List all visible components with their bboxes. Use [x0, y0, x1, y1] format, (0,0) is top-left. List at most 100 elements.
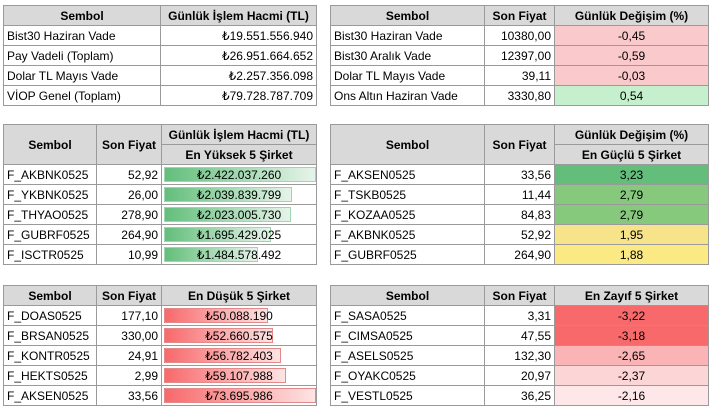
price-cell[interactable]: 39,11	[484, 65, 555, 86]
change-cell[interactable]: -2,65	[554, 345, 709, 366]
symbol-cell[interactable]: F_GUBRF0525	[3, 224, 97, 245]
symbol-cell[interactable]: Bist30 Aralık Vade	[330, 45, 485, 66]
volume-cell[interactable]: ₺2.039.839.799	[161, 184, 317, 205]
table-row: F_HEKTS0525 2,99 ₺59.107.988	[3, 365, 317, 386]
change-cell[interactable]: 1,95	[554, 224, 709, 245]
volume-cell[interactable]: ₺79.728.787.709	[160, 85, 317, 106]
volume-cell[interactable]: ₺2.023.005.730	[161, 204, 317, 225]
symbol-cell[interactable]: F_ASELS0525	[330, 345, 485, 366]
price-cell[interactable]: 132,30	[484, 345, 555, 366]
volume-cell[interactable]: ₺50.088.190	[161, 305, 317, 326]
price-cell[interactable]: 177,10	[96, 305, 162, 326]
subheader: En Güçlü 5 Şirket	[554, 144, 709, 165]
price-cell[interactable]: 20,97	[484, 365, 555, 386]
volume-value: ₺52.660.575	[205, 328, 273, 343]
symbol-cell[interactable]: F_AKBNK0525	[330, 224, 485, 245]
price-cell[interactable]: 84,83	[484, 204, 555, 225]
change-cell[interactable]: 0,54	[554, 85, 709, 106]
change-cell[interactable]: -3,22	[554, 305, 709, 326]
symbol-cell[interactable]: F_HEKTS0525	[3, 365, 97, 386]
change-cell[interactable]: 1,88	[554, 244, 709, 265]
change-cell[interactable]: -0,59	[554, 45, 709, 66]
price-cell[interactable]: 330,00	[96, 325, 162, 346]
data-bar	[164, 207, 291, 222]
price-cell[interactable]: 2,99	[96, 365, 162, 386]
volume-cell[interactable]: ₺59.107.988	[161, 365, 317, 386]
symbol-cell[interactable]: F_BRSAN0525	[3, 325, 97, 346]
table-row: F_GUBRF0525 264,90 1,88	[330, 244, 709, 265]
price-cell[interactable]: 11,44	[484, 184, 555, 205]
symbol-cell[interactable]: F_VESTL0525	[330, 385, 485, 406]
price-cell[interactable]: 278,90	[96, 204, 162, 225]
volume-table: Sembol Günlük İşlem Hacmi (TL) Bist30 Ha…	[3, 5, 317, 106]
price-cell[interactable]: 26,00	[96, 184, 162, 205]
symbol-cell[interactable]: F_YKBNK0525	[3, 184, 97, 205]
price-cell[interactable]: 264,90	[96, 224, 162, 245]
symbol-cell[interactable]: Bist30 Haziran Vade	[3, 25, 161, 46]
symbol-cell[interactable]: F_ISCTR0525	[3, 244, 97, 265]
price-cell[interactable]: 52,92	[96, 164, 162, 185]
price-cell[interactable]: 3,31	[484, 305, 555, 326]
symbol-cell[interactable]: F_CIMSA0525	[330, 325, 485, 346]
symbol-cell[interactable]: F_AKBNK0525	[3, 164, 97, 185]
symbol-cell[interactable]: F_KONTR0525	[3, 345, 97, 366]
table-row: F_GUBRF0525 264,90 ₺1.695.429.025	[3, 224, 317, 245]
change-cell[interactable]: -2,37	[554, 365, 709, 386]
symbol-cell[interactable]: VİOP Genel (Toplam)	[3, 85, 161, 106]
change-cell[interactable]: 2,79	[554, 184, 709, 205]
change-cell[interactable]: 2,79	[554, 204, 709, 225]
data-bar	[164, 328, 273, 343]
volume-cell[interactable]: ₺19.551.556.940	[160, 25, 317, 46]
price-cell[interactable]: 47,55	[484, 325, 555, 346]
price-cell[interactable]: 10380,00	[484, 25, 555, 46]
symbol-cell[interactable]: Ons Altın Haziran Vade	[330, 85, 485, 106]
symbol-cell[interactable]: Dolar TL Mayıs Vade	[3, 65, 161, 86]
data-bar	[164, 227, 271, 242]
change-cell[interactable]: -0,45	[554, 25, 709, 46]
price-cell[interactable]: 36,25	[484, 385, 555, 406]
table-row: F_ASELS0525 132,30 -2,65	[330, 345, 709, 366]
symbol-cell[interactable]: F_AKSEN0525	[330, 164, 485, 185]
price-cell[interactable]: 10,99	[96, 244, 162, 265]
volume-cell[interactable]: ₺2.422.037.260	[161, 164, 317, 185]
symbol-cell[interactable]: F_TSKB0525	[330, 184, 485, 205]
symbol-cell[interactable]: Bist30 Haziran Vade	[330, 25, 485, 46]
change-cell[interactable]: -3,18	[554, 325, 709, 346]
top-volume-table: Sembol Son Fiyat Günlük İşlem Hacmi (TL)…	[3, 124, 317, 265]
volume-cell[interactable]: ₺73.695.986	[161, 385, 317, 406]
symbol-cell[interactable]: F_KOZAA0525	[330, 204, 485, 225]
top-losers-table: Sembol Son Fiyat En Zayıf 5 Şirket F_SAS…	[330, 285, 709, 406]
change-cell[interactable]: -0,03	[554, 65, 709, 86]
price-cell[interactable]: 52,92	[484, 224, 555, 245]
change-cell[interactable]: 3,23	[554, 164, 709, 185]
price-cell[interactable]: 24,91	[96, 345, 162, 366]
price-cell[interactable]: 264,90	[484, 244, 555, 265]
symbol-cell[interactable]: F_THYAO0525	[3, 204, 97, 225]
price-cell[interactable]: 3330,80	[484, 85, 555, 106]
table-row: Dolar TL Mayıs Vade 39,11 -0,03	[330, 65, 709, 86]
volume-cell[interactable]: ₺2.257.356.098	[160, 65, 317, 86]
volume-value: ₺1.695.429.025	[196, 227, 282, 242]
symbol-cell[interactable]: F_SASA0525	[330, 305, 485, 326]
column-header: Sembol	[330, 5, 485, 26]
change-cell[interactable]: -2,16	[554, 385, 709, 406]
data-bar	[164, 368, 286, 383]
price-cell[interactable]: 12397,00	[484, 45, 555, 66]
volume-cell[interactable]: ₺1.484.578.492	[161, 244, 317, 265]
price-cell[interactable]: 33,56	[96, 385, 162, 406]
symbol-cell[interactable]: F_GUBRF0525	[330, 244, 485, 265]
symbol-cell[interactable]: F_DOAS0525	[3, 305, 97, 326]
column-header: Sembol	[3, 124, 97, 165]
column-header: Son Fiyat	[484, 5, 555, 26]
table-row: Bist30 Aralık Vade 12397,00 -0,59	[330, 45, 709, 66]
low-volume-table: Sembol Son Fiyat En Düşük 5 Şirket F_DOA…	[3, 285, 317, 406]
symbol-cell[interactable]: Pay Vadeli (Toplam)	[3, 45, 161, 66]
volume-cell[interactable]: ₺1.695.429.025	[161, 224, 317, 245]
price-cell[interactable]: 33,56	[484, 164, 555, 185]
symbol-cell[interactable]: Dolar TL Mayıs Vade	[330, 65, 485, 86]
symbol-cell[interactable]: F_OYAKC0525	[330, 365, 485, 386]
symbol-cell[interactable]: F_AKSEN0525	[3, 385, 97, 406]
volume-cell[interactable]: ₺26.951.664.652	[160, 45, 317, 66]
volume-cell[interactable]: ₺56.782.403	[161, 345, 317, 366]
volume-cell[interactable]: ₺52.660.575	[161, 325, 317, 346]
